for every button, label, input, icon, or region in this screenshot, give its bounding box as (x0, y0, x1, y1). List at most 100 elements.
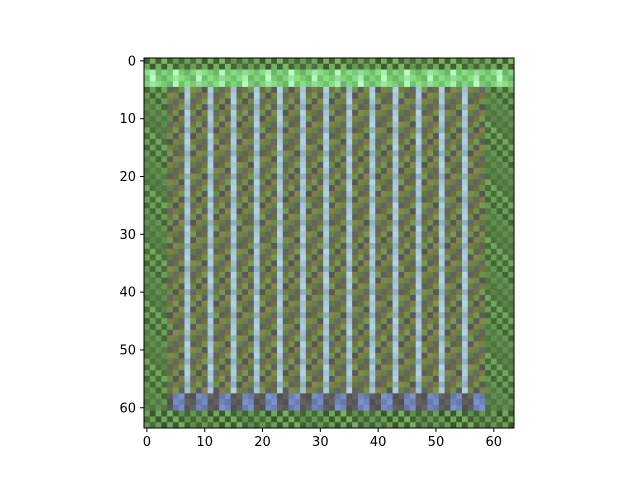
heatmap-cell (461, 144, 469, 151)
heatmap-cell (178, 133, 185, 140)
heatmap-cell (404, 156, 411, 163)
heatmap-cell (456, 254, 463, 261)
heatmap-cell (294, 381, 301, 388)
heatmap-cell (230, 115, 237, 122)
heatmap-cell (404, 248, 411, 255)
heatmap-cell (352, 260, 359, 267)
heatmap-cell (253, 341, 261, 348)
heatmap-cell (444, 202, 451, 209)
heatmap-cell (340, 185, 347, 192)
heatmap-cell (334, 219, 341, 227)
heatmap-cell (248, 300, 255, 307)
heatmap-cell (184, 162, 191, 169)
heatmap-cell (196, 410, 203, 417)
heatmap-cell (346, 422, 353, 429)
heatmap-cell (144, 86, 151, 94)
heatmap-cell (485, 167, 492, 175)
heatmap-cell (224, 399, 232, 406)
heatmap-cell (433, 196, 440, 203)
heatmap-cell (496, 115, 503, 122)
heatmap-cell (288, 347, 295, 354)
heatmap-cell (311, 312, 318, 319)
heatmap-cell (461, 202, 469, 209)
heatmap-cell (398, 358, 405, 365)
heatmap-cell (144, 225, 151, 232)
heatmap-cell (230, 219, 237, 227)
heatmap-cell (490, 248, 498, 255)
heatmap-cell (433, 370, 440, 377)
heatmap-cell (288, 104, 295, 111)
heatmap-cell (276, 185, 284, 192)
heatmap-cell (415, 335, 422, 342)
x-tick-label: 50 (428, 435, 445, 450)
heatmap-cell (178, 115, 185, 122)
heatmap-cell (230, 167, 237, 175)
heatmap-cell (473, 144, 480, 151)
heatmap-cell (473, 196, 480, 203)
heatmap-cell (265, 318, 272, 325)
heatmap-cell (259, 318, 266, 325)
heatmap-cell (456, 347, 463, 354)
heatmap-cell (305, 179, 313, 186)
heatmap-cell (300, 231, 307, 238)
heatmap-cell (242, 208, 249, 215)
heatmap-cell (467, 69, 474, 76)
heatmap-cell (415, 92, 422, 99)
heatmap-cell (421, 237, 428, 244)
heatmap-cell (438, 231, 446, 238)
heatmap-cell (456, 173, 463, 180)
heatmap-cell (479, 173, 486, 180)
heatmap-cell (317, 110, 324, 117)
heatmap-cell (386, 167, 393, 175)
heatmap-cell (496, 179, 503, 186)
heatmap-cell (352, 329, 359, 336)
heatmap-cell (300, 404, 307, 412)
heatmap-cell (161, 75, 168, 82)
heatmap-cell (196, 393, 203, 400)
heatmap-cell (149, 115, 156, 122)
heatmap-cell (190, 295, 197, 302)
heatmap-cell (375, 115, 382, 122)
heatmap-cell (502, 254, 509, 261)
heatmap-cell (508, 179, 515, 186)
heatmap-cell (317, 318, 324, 325)
heatmap-cell (265, 329, 272, 336)
heatmap-cell (323, 58, 330, 65)
heatmap-cell (213, 358, 220, 365)
heatmap-cell (421, 98, 428, 105)
heatmap-cell (294, 219, 301, 227)
heatmap-cell (236, 156, 243, 163)
heatmap-cell (427, 335, 434, 342)
heatmap-cell (496, 196, 503, 203)
heatmap-cell (288, 335, 295, 342)
heatmap-cell (282, 179, 289, 186)
heatmap-cell (149, 225, 156, 232)
heatmap-cell (369, 375, 376, 383)
heatmap-cell (242, 231, 249, 238)
heatmap-cell (242, 127, 249, 134)
heatmap-cell (346, 190, 353, 198)
heatmap-cell (357, 150, 365, 157)
heatmap-cell (172, 404, 180, 412)
heatmap-cell (184, 144, 191, 151)
heatmap-cell (242, 410, 249, 417)
heatmap-cell (253, 375, 261, 383)
heatmap-cell (363, 225, 370, 232)
heatmap-cell (236, 248, 243, 255)
heatmap-cell (317, 375, 324, 383)
heatmap-cell (172, 323, 180, 331)
heatmap-cell (409, 352, 417, 360)
heatmap-cell (184, 381, 191, 388)
heatmap-cell (155, 185, 162, 192)
heatmap-cell (230, 92, 237, 99)
heatmap-cell (479, 98, 486, 105)
heatmap-cell (149, 416, 156, 423)
heatmap-cell (467, 422, 474, 429)
heatmap-cell (375, 358, 382, 365)
heatmap-cell (161, 399, 168, 406)
heatmap-cell (456, 237, 463, 244)
heatmap-cell (490, 179, 498, 186)
heatmap-cell (340, 190, 347, 198)
heatmap-cell (456, 243, 463, 250)
heatmap-cell (386, 416, 393, 423)
